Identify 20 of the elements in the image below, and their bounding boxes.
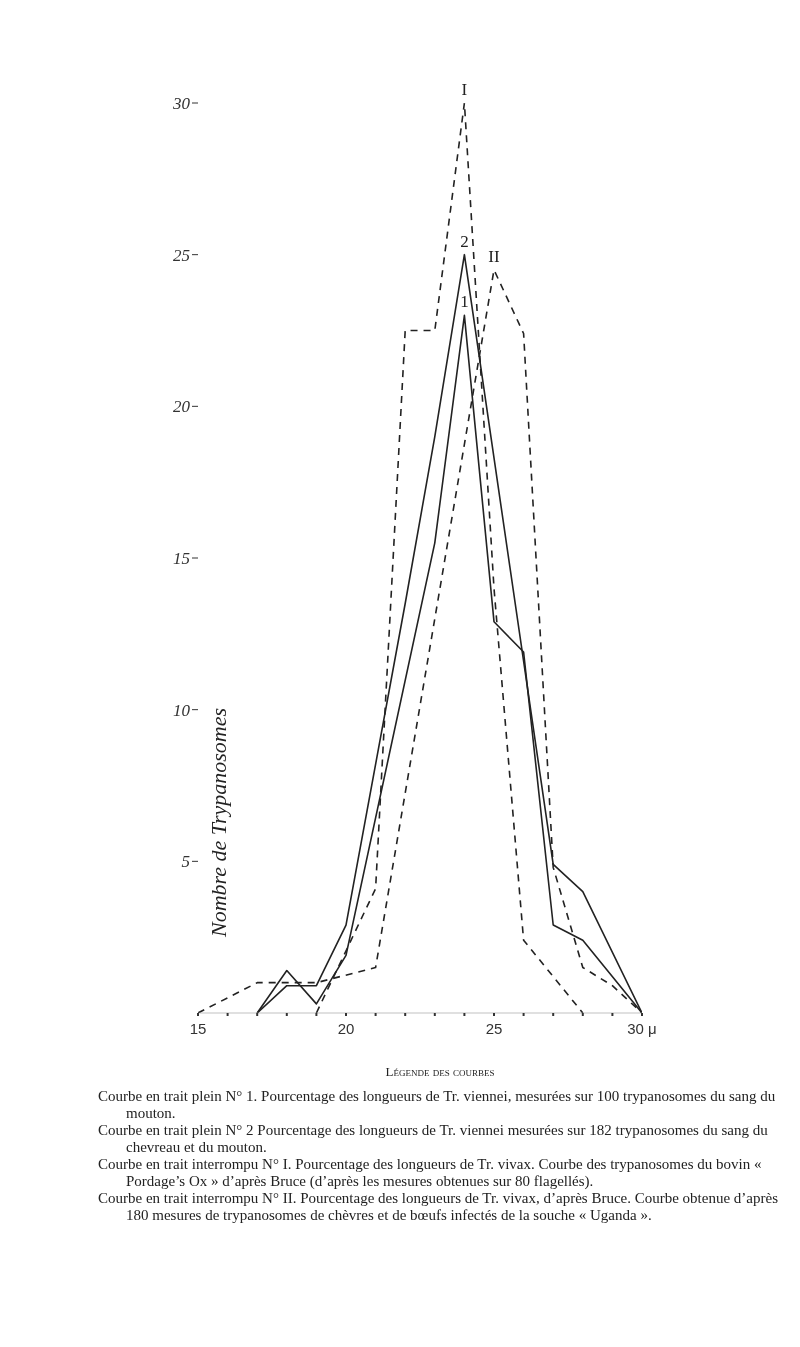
series-label: 2: [460, 231, 469, 251]
y-tick-label: 15: [173, 549, 190, 569]
series-label: I: [461, 80, 468, 99]
y-tick-label: 10: [173, 700, 191, 720]
series-label: 1: [460, 292, 469, 312]
x-tick-label: 25: [485, 1020, 503, 1037]
y-tick-label: 30: [172, 94, 191, 114]
y-axis-title: Nombre de Trypanosomes: [205, 708, 231, 938]
text: Courbe en trait plein N° 2 Pourcentage des longueurs de Tr. viennei mesurées sur 182 trypanosomes du sang du chevreau et du mouton.: [98, 1122, 769, 1156]
x-tick-label: 15: [189, 1020, 207, 1037]
y-tick-label: 5: [181, 852, 190, 872]
x-tick-label: 30 μ: [627, 1020, 657, 1037]
x-tick-label: 20: [337, 1020, 355, 1037]
y-tick-label: 25: [173, 245, 190, 265]
text: Légende des courbes: [384, 1063, 496, 1080]
y-tick-label: 20: [173, 397, 191, 417]
text: Courbe en trait plein N° 1. Pourcentage des longueurs de Tr. viennei, mesurées sur 100 trypanosomes du sang du mouton.: [98, 1088, 777, 1122]
text: Courbe en trait interrompu N° II. Pourcentage des longueurs de Tr. vivax, d’après Bruce. Courbe obtenue d’après 180 mesures de trypanosomes de chèvres et de bœufs infectés de la souche « Uganda ».: [98, 1190, 779, 1224]
text: Courbe en trait interrompu N° I. Pourcentage des longueurs de Tr. vivax. Courbe des trypanosomes du bovin « Pordage’s Ox » d’après Bruce (d’après les mesures obtenues sur 80 flagellés).: [98, 1156, 763, 1190]
series-label: II: [488, 246, 500, 266]
